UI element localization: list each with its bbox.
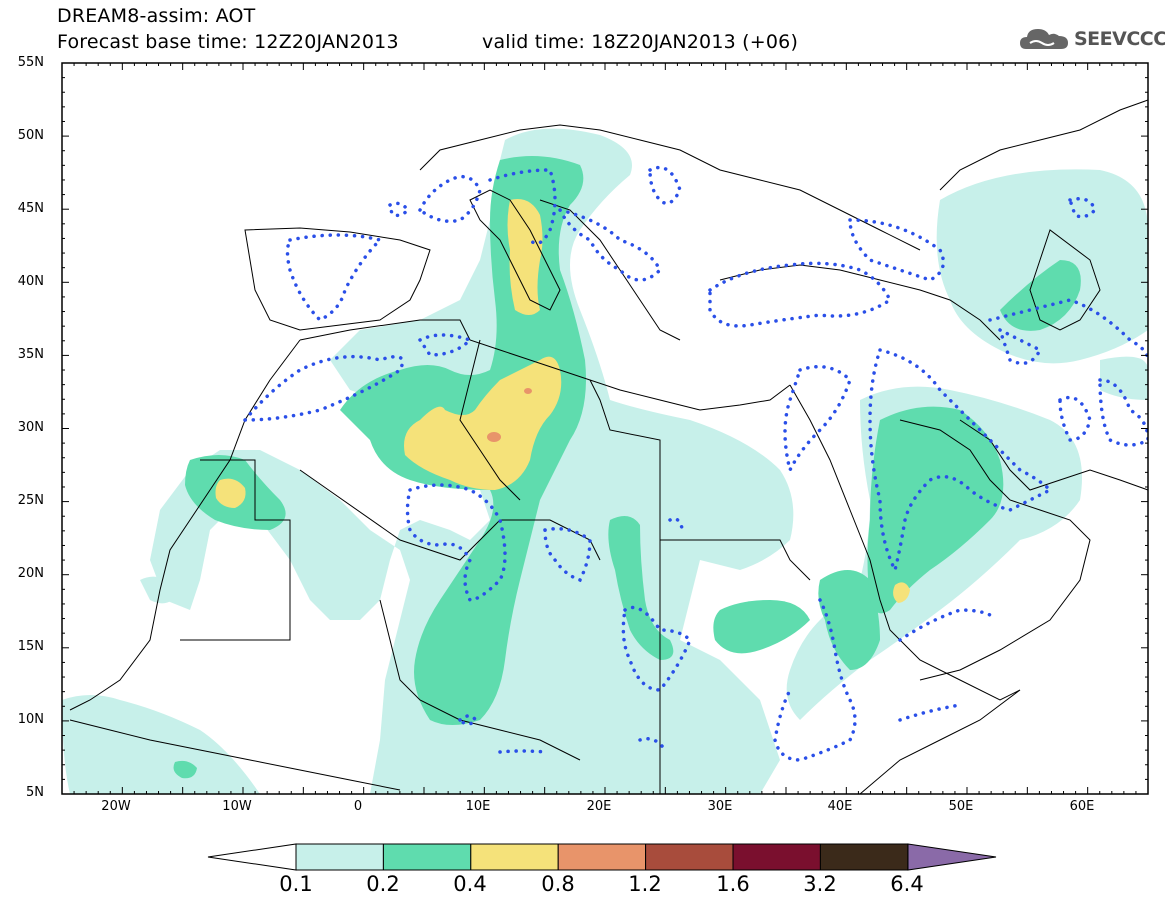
colorbar-label: 1.6 bbox=[716, 872, 750, 896]
lat-tick-label: 20N bbox=[17, 566, 44, 581]
colorbar-box bbox=[645, 843, 734, 871]
lat-tick-label: 35N bbox=[17, 347, 44, 362]
lon-tick-label: 20W bbox=[101, 799, 131, 814]
lat-tick-label: 45N bbox=[17, 201, 44, 216]
colorbar-box bbox=[557, 843, 647, 871]
lon-tick-label: 40E bbox=[827, 799, 853, 814]
lon-tick-label: 10E bbox=[465, 799, 491, 814]
lat-tick-label: 40N bbox=[17, 274, 44, 289]
colorbar-left-arrow bbox=[207, 843, 297, 871]
lon-tick-label: 50E bbox=[948, 799, 974, 814]
lat-tick-label: 55N bbox=[17, 55, 44, 70]
lat-tick-label: 10N bbox=[17, 712, 44, 727]
axis-ticks bbox=[61, 62, 1149, 795]
aot-level-0-8 bbox=[487, 388, 532, 442]
colorbar-right-arrow bbox=[907, 843, 997, 871]
lon-tick-label: 30E bbox=[707, 799, 733, 814]
colorbar-label: 1.2 bbox=[628, 872, 662, 896]
lon-tick-label: 60E bbox=[1069, 799, 1095, 814]
logo-text: SEEVCCC bbox=[1074, 28, 1165, 50]
lon-tick-label: 0 bbox=[353, 799, 363, 814]
seevccc-logo: SEEVCCC bbox=[1018, 25, 1165, 55]
colorbar-box bbox=[382, 843, 472, 871]
dotted-contours bbox=[241, 165, 1148, 762]
lat-tick-label: 30N bbox=[17, 420, 44, 435]
colorbar-box bbox=[732, 843, 821, 871]
lat-tick-label: 50N bbox=[17, 128, 44, 143]
lon-tick-label: 20E bbox=[586, 799, 612, 814]
cloud-icon bbox=[1020, 29, 1068, 49]
colorbar-box bbox=[470, 843, 559, 871]
lat-tick-label: 5N bbox=[26, 785, 44, 800]
colorbar bbox=[207, 843, 997, 871]
colorbar-label: 6.4 bbox=[890, 872, 924, 896]
colorbar-box bbox=[819, 843, 909, 871]
base-time: Forecast base time: 12Z20JAN2013 bbox=[57, 31, 399, 53]
colorbar-boxes bbox=[295, 843, 909, 871]
lat-tick-label: 25N bbox=[17, 493, 44, 508]
colorbar-label: 3.2 bbox=[803, 872, 837, 896]
lon-tick-label: 10W bbox=[222, 799, 252, 814]
colorbar-label: 0.1 bbox=[279, 872, 313, 896]
map-title: DREAM8-assim: AOT bbox=[57, 5, 256, 27]
forecast-times: Forecast base time: 12Z20JAN2013 valid ti… bbox=[57, 31, 798, 53]
colorbar-label: 0.2 bbox=[366, 872, 400, 896]
colorbar-box bbox=[295, 843, 384, 871]
colorbar-label: 0.4 bbox=[453, 872, 487, 896]
colorbar-label: 0.8 bbox=[541, 872, 575, 896]
lat-tick-label: 15N bbox=[17, 639, 44, 654]
aot-level-0-4 bbox=[215, 199, 910, 603]
valid-time: valid time: 18Z20JAN2013 (+06) bbox=[482, 31, 799, 53]
